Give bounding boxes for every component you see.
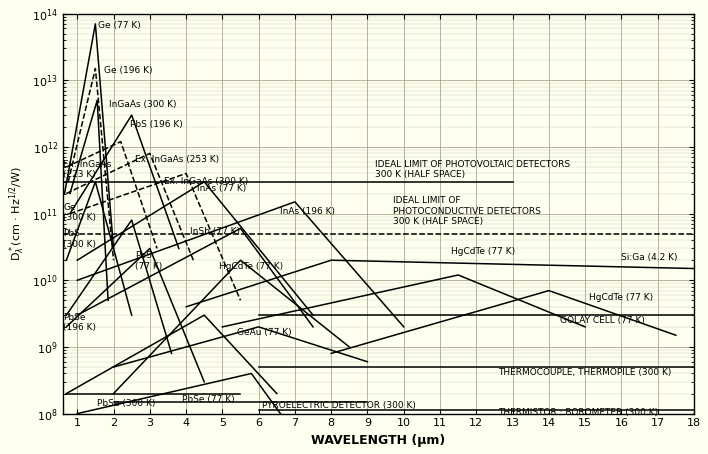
Text: Ex. InGaAs (300 K): Ex. InGaAs (300 K) [164,177,249,186]
Text: PbS
(77 K): PbS (77 K) [135,251,163,271]
Text: THERMOCOUPLE, THERMOPILE (300 K): THERMOCOUPLE, THERMOPILE (300 K) [498,368,671,377]
Text: Si:Ga (4.2 K): Si:Ga (4.2 K) [622,253,678,262]
Text: GOLAY CELL (77 K): GOLAY CELL (77 K) [560,316,644,325]
Text: Ex. InGaAs
(223 K): Ex. InGaAs (223 K) [64,160,112,179]
Text: InSb (77 K): InSb (77 K) [190,227,240,236]
Text: HgCdTe (77 K): HgCdTe (77 K) [589,293,653,302]
Text: HgCdTe (77 K): HgCdTe (77 K) [451,247,515,256]
Text: InAs (77 K): InAs (77 K) [197,184,246,193]
Text: IDEAL LIMIT OF
PHOTOCONDUCTIVE DETECTORS
300 K (HALF SPACE): IDEAL LIMIT OF PHOTOCONDUCTIVE DETECTORS… [393,196,541,226]
Text: InGaAs (300 K): InGaAs (300 K) [109,100,177,109]
Text: PbS
(300 K): PbS (300 K) [64,229,96,249]
X-axis label: WAVELENGTH (μm): WAVELENGTH (μm) [312,434,445,447]
Text: THERMISTOR · BOROMETER (300 K): THERMISTOR · BOROMETER (300 K) [498,408,658,417]
Text: PYROELECTRIC DETECTOR (300 K): PYROELECTRIC DETECTOR (300 K) [262,401,416,410]
Text: PbS (196 K): PbS (196 K) [130,120,183,129]
Text: Ge (77 K): Ge (77 K) [98,21,141,30]
Y-axis label: D$_\lambda^*$(cm · Hz$^{1/2}$/W): D$_\lambda^*$(cm · Hz$^{1/2}$/W) [7,166,26,261]
Text: GeAu (77 K): GeAu (77 K) [237,328,292,337]
Text: HgCdTe (77 K): HgCdTe (77 K) [219,262,283,271]
Text: PbSe (300 K): PbSe (300 K) [97,399,156,408]
Text: Ex. InGaAs (253 K): Ex. InGaAs (253 K) [135,155,219,164]
Text: PbSe
(196 K): PbSe (196 K) [64,312,96,332]
Text: Ge
(300 K): Ge (300 K) [64,202,96,222]
Text: InAs (196 K): InAs (196 K) [280,207,336,216]
Text: Ge (196 K): Ge (196 K) [105,66,153,74]
Text: PbSe (77 K): PbSe (77 K) [183,395,235,404]
Text: IDEAL LIMIT OF PHOTOVOLTAIC DETECTORS
300 K (HALF SPACE): IDEAL LIMIT OF PHOTOVOLTAIC DETECTORS 30… [375,160,570,179]
